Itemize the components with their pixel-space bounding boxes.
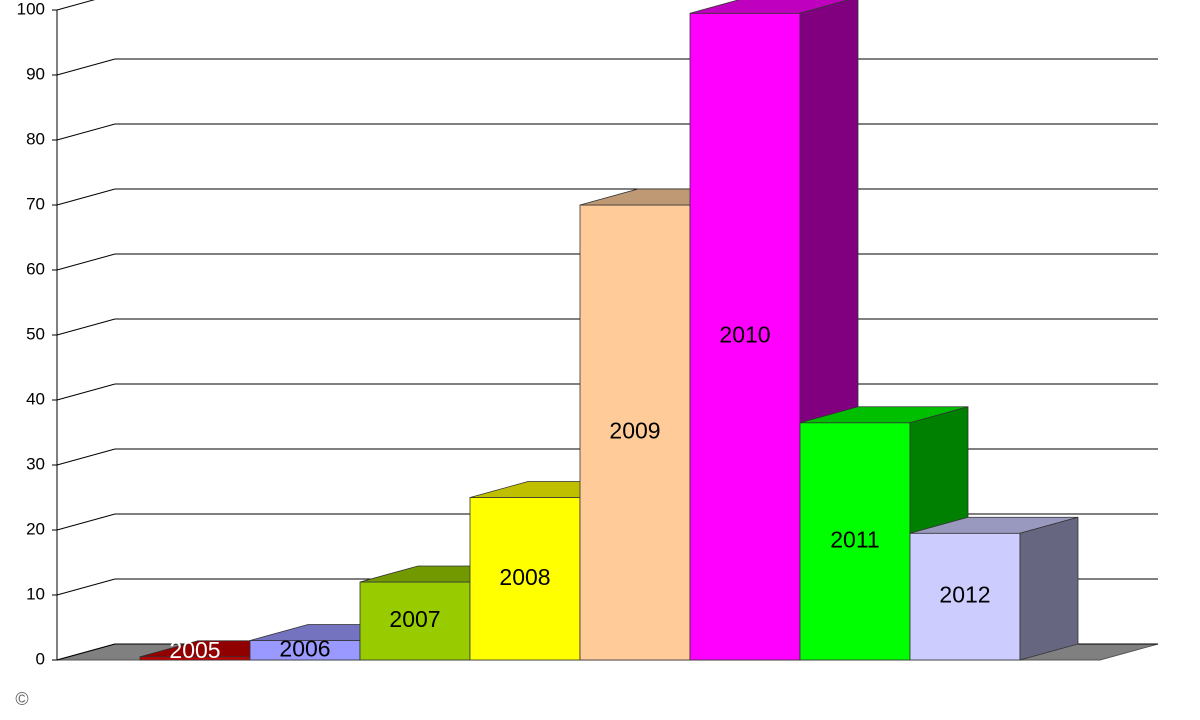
- grid-line: [56, 578, 116, 596]
- bar-top: [689, 0, 850, 14]
- y-tick-label: 80: [26, 129, 45, 148]
- bar-label: 2012: [939, 582, 990, 608]
- grid-line: [56, 643, 116, 661]
- footnote: ©: [15, 689, 28, 709]
- bar-label: 2010: [719, 322, 770, 348]
- bar-front: [469, 497, 581, 661]
- y-tick-label: 0: [36, 649, 45, 668]
- grid-line: [56, 253, 116, 271]
- grid-line: [56, 123, 116, 141]
- bar-front: [799, 422, 911, 661]
- y-tick-label: 100: [17, 0, 45, 18]
- bar-label: 2009: [609, 418, 660, 444]
- bar-label: 2006: [279, 635, 330, 661]
- y-tick-label: 10: [26, 584, 45, 603]
- y-tick-label: 70: [26, 194, 45, 213]
- y-tick-label: 60: [26, 259, 45, 278]
- y-tick-label: 90: [26, 64, 45, 83]
- bar-side: [1019, 516, 1079, 661]
- bar-label: 2011: [830, 526, 879, 552]
- y-tick-label: 40: [26, 389, 45, 408]
- y-tick-label: 20: [26, 519, 45, 538]
- y-tick-label: 30: [26, 454, 45, 473]
- grid-line: [56, 383, 116, 401]
- bar-label: 2008: [499, 564, 550, 590]
- grid-line: [56, 448, 116, 466]
- grid-line: [56, 0, 96, 11]
- bar-front: [359, 581, 471, 661]
- bar-label: 2005: [169, 637, 220, 663]
- y-tick-label: 50: [26, 324, 45, 343]
- grid-line: [56, 513, 116, 531]
- grid-line: [56, 318, 116, 336]
- grid-line: [56, 188, 116, 206]
- bar-front: [689, 12, 801, 661]
- grid-line: [56, 58, 116, 76]
- bar-label: 2007: [389, 606, 440, 632]
